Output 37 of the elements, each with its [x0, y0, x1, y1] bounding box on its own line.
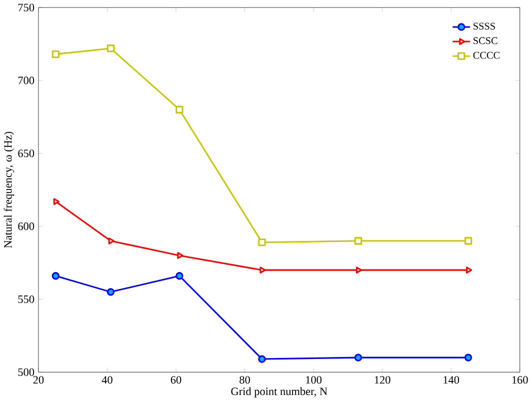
legend-label: SCSC — [474, 37, 498, 44]
point — [177, 252, 184, 259]
x-tick-label: 140 — [444, 376, 460, 384]
y-tick-label: 700 — [18, 76, 34, 84]
point — [464, 354, 472, 362]
x-tick-label: 60 — [170, 376, 182, 384]
x-tick-label: 100 — [306, 376, 322, 384]
legend-label: CCCC — [473, 52, 500, 59]
point — [258, 238, 266, 246]
x-tick-label: 120 — [374, 376, 390, 384]
y-tick-label: 650 — [18, 149, 34, 158]
y-tick-label: 550 — [18, 295, 34, 303]
point — [354, 354, 362, 362]
legend-label: SSSS — [474, 22, 495, 30]
point — [52, 272, 60, 280]
x-tick-label: 160 — [512, 376, 528, 384]
point — [258, 355, 266, 363]
point — [52, 50, 60, 58]
x-tick-label: 80 — [240, 376, 250, 384]
x-axis-title: Grid point number, N — [231, 387, 328, 398]
point — [464, 236, 472, 245]
point — [354, 236, 362, 245]
point — [176, 272, 184, 280]
y-tick-label: 500 — [18, 368, 34, 376]
point — [356, 266, 362, 274]
point — [53, 198, 60, 205]
point — [108, 237, 114, 244]
point — [176, 106, 184, 114]
x-tick-label: 40 — [102, 376, 112, 384]
x-tick-label: 20 — [33, 376, 44, 384]
point — [106, 288, 114, 296]
y-tick-label: 600 — [18, 222, 34, 230]
point — [260, 266, 266, 274]
point — [466, 266, 472, 274]
y-axis-title: Natural frequency, ω (Hz) — [4, 132, 14, 248]
point — [106, 44, 114, 52]
y-tick-label: 750 — [18, 4, 34, 12]
